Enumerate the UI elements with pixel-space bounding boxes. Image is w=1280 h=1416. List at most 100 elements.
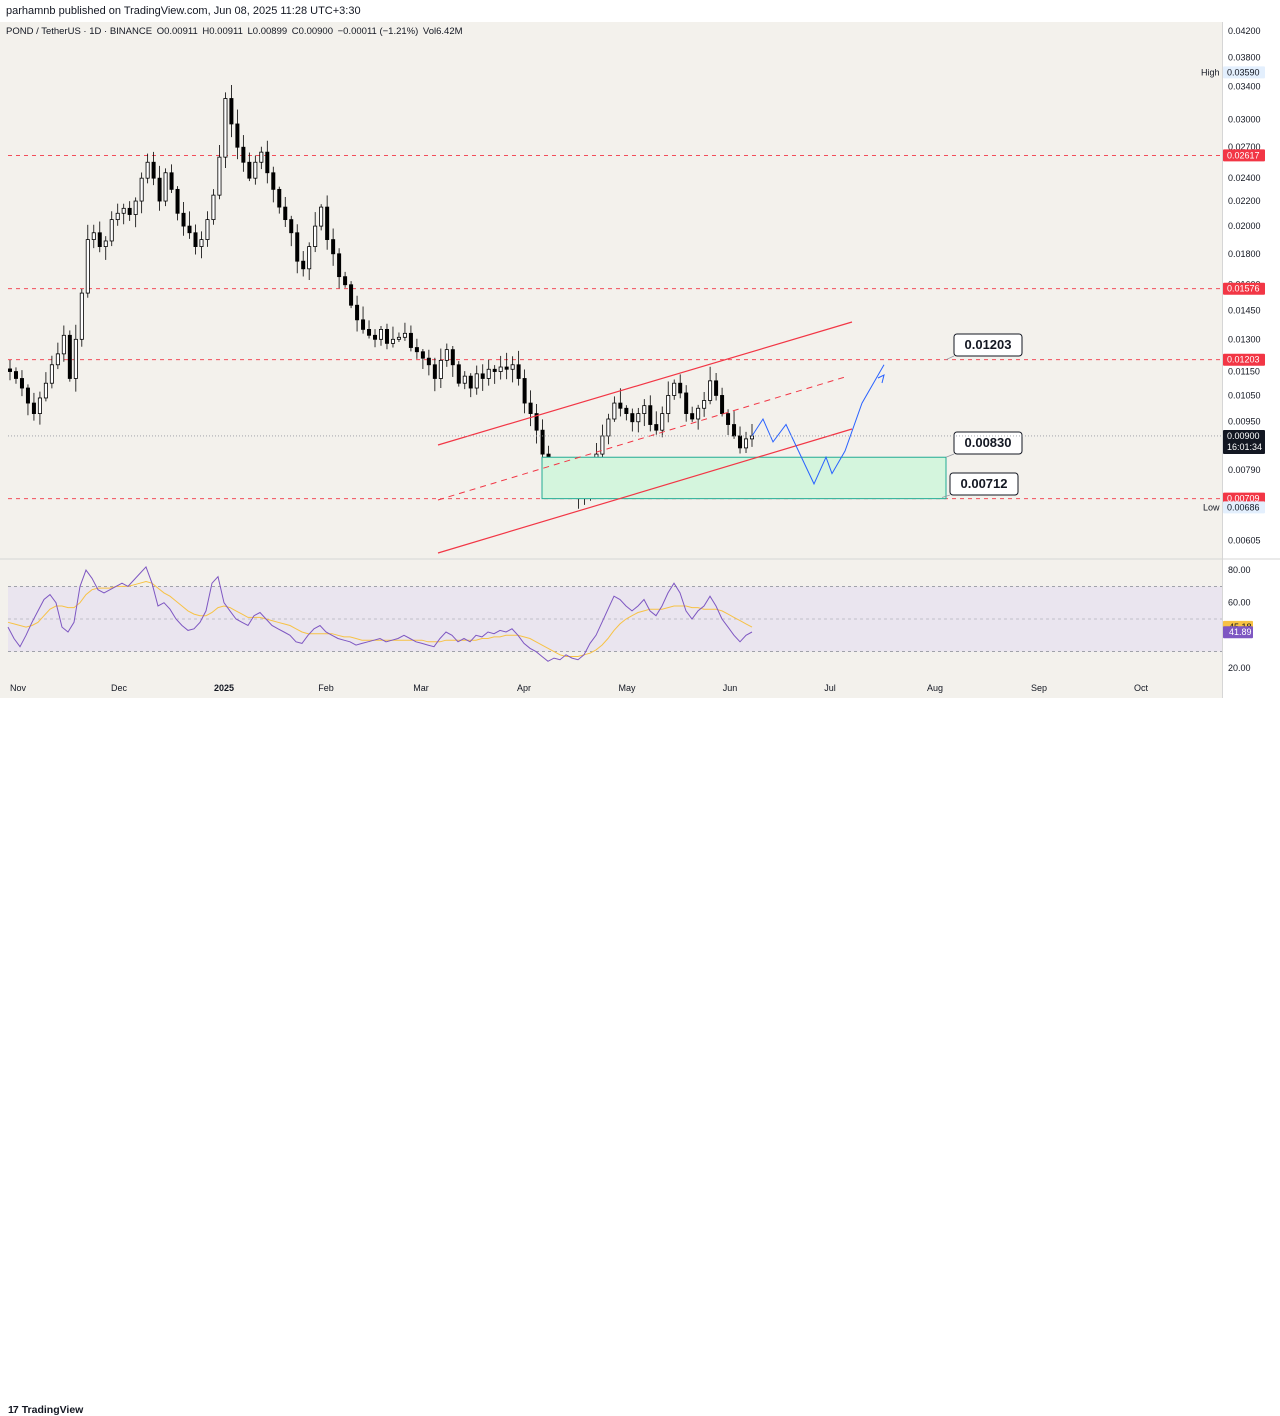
candle-body[interactable] — [85, 239, 90, 294]
candle-body[interactable] — [444, 349, 449, 361]
candle-body[interactable] — [307, 246, 312, 270]
candle-body[interactable] — [181, 212, 186, 227]
candle-body[interactable] — [516, 364, 521, 379]
candle-body[interactable] — [540, 429, 545, 455]
candle-body[interactable] — [127, 207, 132, 215]
callout-box[interactable] — [953, 333, 1023, 357]
candle-body[interactable] — [133, 200, 138, 215]
candle-body[interactable] — [732, 424, 737, 437]
candle-body[interactable] — [738, 435, 743, 449]
candle-body[interactable] — [109, 219, 114, 242]
candle-body[interactable] — [474, 373, 479, 389]
candle-body[interactable] — [163, 172, 168, 202]
candle-body[interactable] — [498, 366, 503, 372]
candle-body[interactable] — [73, 338, 78, 379]
candle-body[interactable] — [145, 161, 150, 179]
candle-body[interactable] — [349, 284, 354, 306]
candle-body[interactable] — [301, 260, 306, 270]
candle-body[interactable] — [169, 172, 174, 190]
candle-body[interactable] — [289, 219, 294, 234]
candle-body[interactable] — [319, 206, 324, 227]
candle-body[interactable] — [462, 375, 467, 384]
candle-body[interactable] — [361, 319, 366, 330]
candle-body[interactable] — [337, 253, 342, 278]
candle-body[interactable] — [283, 206, 288, 221]
candle-body[interactable] — [295, 232, 300, 262]
candle-body[interactable] — [438, 359, 443, 379]
candle-body[interactable] — [726, 413, 731, 425]
candle-body[interactable] — [121, 207, 126, 214]
candle-body[interactable] — [480, 373, 485, 379]
candle-body[interactable] — [642, 405, 647, 414]
candle-body[interactable] — [600, 435, 605, 455]
channel-lower-line[interactable] — [437, 428, 853, 554]
candle-body[interactable] — [265, 151, 270, 174]
candle-body[interactable] — [61, 334, 66, 355]
candle-body[interactable] — [355, 304, 360, 321]
candle-body[interactable] — [708, 380, 713, 401]
candle-body[interactable] — [235, 123, 240, 148]
candle-body[interactable] — [492, 368, 497, 372]
candle-body[interactable] — [7, 368, 12, 372]
candle-body[interactable] — [37, 397, 42, 414]
chart-svg[interactable]: 0.04200 0.03800 0.03400 0.03000 0.02700 0.024… — [0, 0, 1280, 724]
candle-body[interactable] — [139, 177, 144, 202]
candle-body[interactable] — [103, 240, 108, 247]
candle-body[interactable] — [402, 332, 407, 338]
candle-body[interactable] — [750, 435, 755, 440]
candle-body[interactable] — [253, 161, 258, 179]
candle-body[interactable] — [522, 378, 527, 404]
candle-body[interactable] — [420, 351, 425, 359]
candle-body[interactable] — [630, 413, 635, 423]
candle-body[interactable] — [271, 172, 276, 190]
candle-body[interactable] — [534, 413, 539, 431]
candle-body[interactable] — [43, 382, 48, 399]
candle-body[interactable] — [157, 177, 162, 202]
candle-body[interactable] — [223, 98, 228, 158]
candle-body[interactable] — [277, 188, 282, 208]
tradingview-logo[interactable]: 17 TradingView — [8, 1404, 83, 1416]
rsi-ma-line[interactable] — [7, 580, 753, 657]
candle-body[interactable] — [325, 206, 330, 240]
candle-body[interactable] — [684, 392, 689, 414]
candle-body[interactable] — [217, 156, 222, 196]
candle-body[interactable] — [702, 400, 707, 409]
candle-body[interactable] — [660, 413, 665, 431]
channel-middle-line[interactable] — [437, 376, 846, 501]
support-zone-box[interactable] — [541, 456, 947, 500]
candle-body[interactable] — [151, 161, 156, 179]
candle-body[interactable] — [343, 276, 348, 286]
candle-body[interactable] — [450, 349, 455, 366]
candle-body[interactable] — [175, 188, 180, 214]
candle-body[interactable] — [648, 405, 653, 425]
candle-body[interactable] — [690, 413, 695, 420]
candle-body[interactable] — [396, 336, 401, 340]
candle-body[interactable] — [373, 334, 378, 340]
candle-body[interactable] — [55, 353, 60, 366]
callout-box[interactable] — [949, 472, 1019, 496]
candle-body[interactable] — [456, 364, 461, 384]
candle-body[interactable] — [229, 98, 234, 125]
rsi-line[interactable] — [7, 565, 753, 662]
candle-body[interactable] — [528, 402, 533, 414]
candle-body[interactable] — [49, 364, 54, 384]
candle-body[interactable] — [25, 387, 30, 404]
candle-body[interactable] — [97, 232, 102, 247]
candle-body[interactable] — [666, 395, 671, 414]
candle-body[interactable] — [504, 366, 509, 370]
candle-body[interactable] — [313, 225, 318, 247]
callout-box[interactable] — [953, 431, 1023, 455]
legend-symbol[interactable]: POND / TetherUS · 1D · BINANCE — [6, 26, 153, 37]
candle-body[interactable] — [720, 395, 725, 414]
candle-body[interactable] — [672, 382, 677, 396]
candle-body[interactable] — [510, 364, 515, 370]
candle-body[interactable] — [624, 407, 629, 414]
candle-body[interactable] — [91, 232, 96, 240]
candle-body[interactable] — [115, 212, 120, 221]
candle-body[interactable] — [426, 357, 431, 366]
candle-body[interactable] — [259, 151, 264, 163]
candle-body[interactable] — [744, 438, 749, 449]
candle-body[interactable] — [486, 368, 491, 379]
candle-body[interactable] — [414, 347, 419, 353]
candle-body[interactable] — [19, 378, 24, 389]
